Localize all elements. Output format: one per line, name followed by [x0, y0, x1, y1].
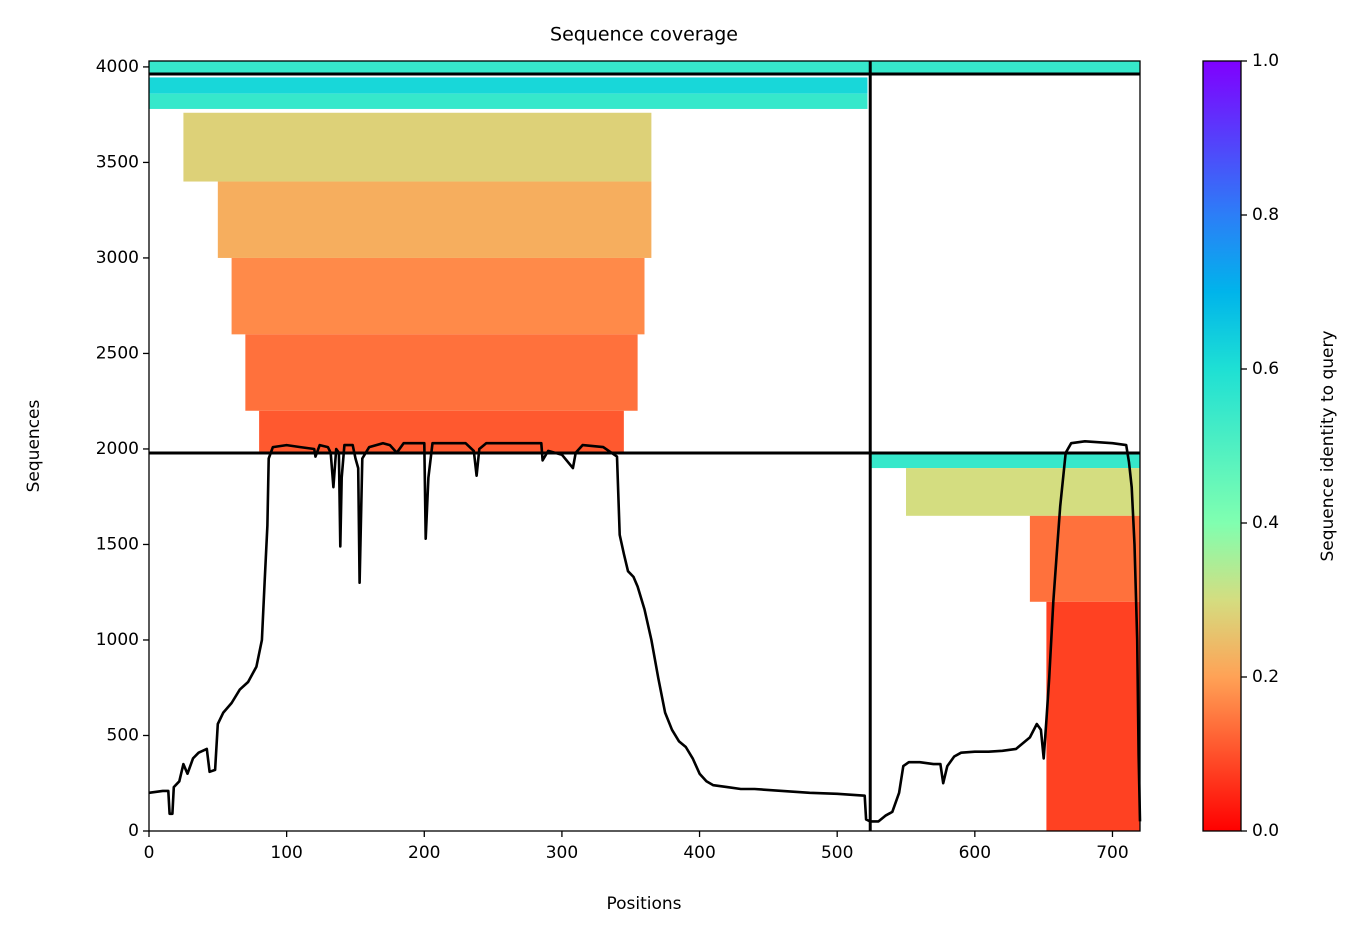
msa-block	[217, 181, 652, 258]
msa-block	[1029, 515, 1140, 602]
msa-block	[149, 93, 868, 109]
y-tick-label: 2500	[96, 343, 139, 363]
x-tick-label: 700	[1096, 843, 1128, 863]
msa-block	[245, 334, 638, 411]
y-axis-label: Sequences	[24, 400, 44, 493]
colorbar-tick-label: 0.4	[1252, 513, 1279, 533]
y-tick-label: 1000	[96, 630, 139, 650]
colorbar-tick-label: 0.0	[1252, 821, 1279, 841]
msa-block	[870, 452, 1140, 469]
colorbar-tick-label: 0.8	[1252, 205, 1279, 225]
x-tick-label: 500	[821, 843, 853, 863]
coverage-line	[148, 440, 1142, 823]
x-axis-label: Positions	[606, 894, 681, 914]
colorbar	[1202, 60, 1242, 832]
msa-block	[906, 468, 1140, 516]
y-tick-label: 2000	[96, 439, 139, 459]
axes-frame	[148, 60, 1141, 832]
msa-block	[149, 77, 868, 94]
msa-block	[259, 410, 624, 453]
x-tick-label: 200	[408, 843, 440, 863]
colorbar-tick-label: 1.0	[1252, 51, 1279, 71]
msa-block	[1046, 601, 1140, 831]
colorbar-tick-label: 0.2	[1252, 667, 1279, 687]
colorbar-tick-label: 0.6	[1252, 359, 1279, 379]
y-tick-label: 0	[128, 821, 139, 841]
colorbar-label: Sequence identity to query	[1318, 330, 1338, 561]
y-tick-label: 3500	[96, 152, 139, 172]
msa-block	[183, 112, 652, 182]
plot-area	[148, 61, 1142, 831]
x-tick-label: 300	[546, 843, 578, 863]
y-tick-label: 4000	[96, 57, 139, 77]
y-tick-label: 500	[107, 725, 139, 745]
x-tick-label: 400	[683, 843, 715, 863]
msa-block	[149, 61, 1140, 74]
y-tick-label: 3000	[96, 248, 139, 268]
y-tick-label: 1500	[96, 534, 139, 554]
x-tick-label: 0	[144, 843, 155, 863]
msa-block	[231, 257, 645, 335]
x-tick-label: 600	[959, 843, 991, 863]
x-tick-label: 100	[270, 843, 302, 863]
chart-title: Sequence coverage	[550, 24, 738, 46]
